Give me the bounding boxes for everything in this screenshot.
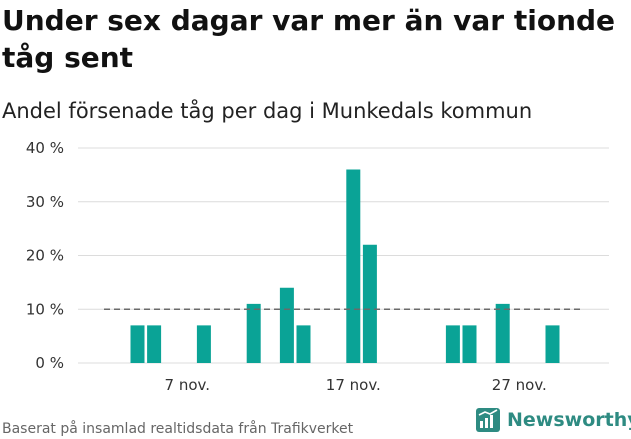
bar: [545, 325, 560, 363]
x-tick-label: 27 nov.: [492, 376, 547, 394]
brand-name: Newsworthy: [507, 409, 631, 431]
chart-subtitle: Andel försenade tåg per dag i Munkedals …: [2, 99, 533, 123]
bar: [346, 169, 361, 363]
bar: [246, 303, 261, 363]
x-tick-label: 7 nov.: [165, 376, 210, 394]
chart-title: Under sex dagar var mer än var tionde tå…: [2, 4, 616, 74]
bar: [296, 325, 311, 363]
x-axis-tick-labels: 7 nov. 17 nov. 27 nov.: [165, 376, 547, 394]
y-tick-label: 20 %: [26, 247, 64, 265]
y-tick-label: 30 %: [26, 193, 64, 211]
bar: [130, 325, 145, 363]
y-tick-label: 0 %: [35, 354, 64, 372]
y-tick-label: 10 %: [26, 300, 64, 318]
source-note: Baserat på insamlad realtidsdata från Tr…: [2, 421, 354, 437]
brand-logo[interactable]: Newsworthy: [475, 407, 631, 433]
bar: [445, 325, 460, 363]
bar: [362, 244, 377, 363]
newsworthy-logo-icon: [476, 408, 500, 432]
bar: [147, 325, 162, 363]
bar: [279, 287, 294, 363]
bar: [196, 325, 211, 363]
bars: [130, 169, 560, 363]
bar: [462, 325, 477, 363]
bar: [495, 303, 510, 363]
y-axis-tick-labels: 0 % 10 % 20 % 30 % 40 %: [26, 139, 64, 372]
x-tick-label: 17 nov.: [326, 376, 381, 394]
y-tick-label: 40 %: [26, 139, 64, 157]
